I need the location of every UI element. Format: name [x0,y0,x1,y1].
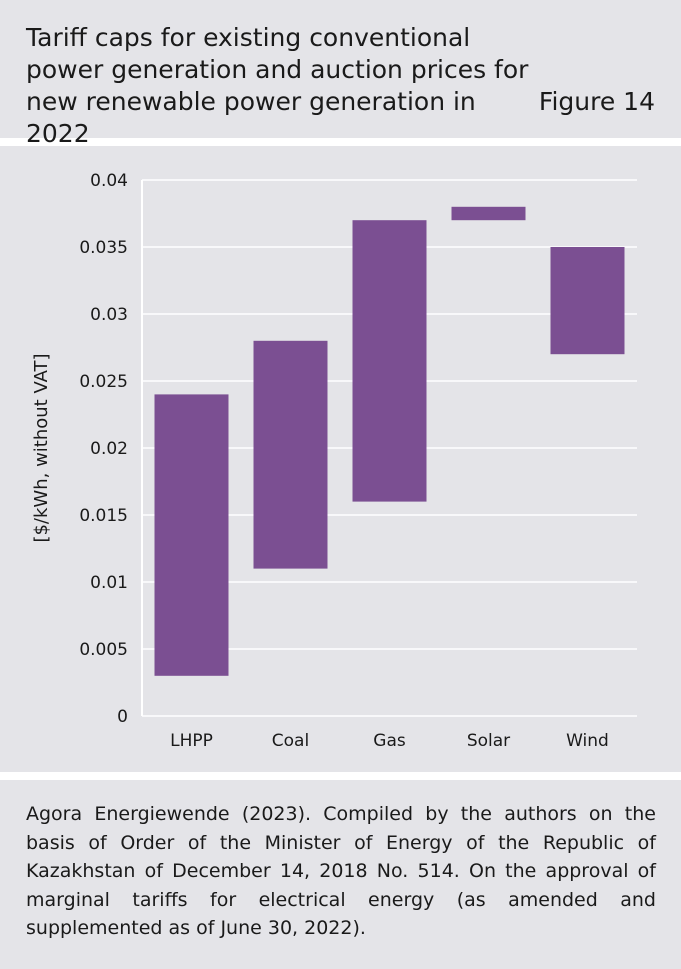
y-tick-label: 0.035 [79,238,128,258]
range-bar-solar [451,206,526,221]
x-tick-label: Coal [272,731,309,751]
chart-panel: 0 0.005 0.01 0.015 0.02 0.025 0.03 0.035 0.04 LHP… [0,146,681,772]
y-tick-label: 0.03 [90,305,128,325]
y-tick-label: 0 [117,707,128,727]
y-tick-label: 0.005 [79,640,128,660]
x-tick-label: Wind [566,731,609,751]
source-note: Agora Energiewende (2023). Compiled by t… [26,803,656,939]
range-bar-wind [550,247,625,355]
range-bar-chart: 0 0.005 0.01 0.015 0.02 0.025 0.03 0.035 0.04 LHP… [31,171,637,751]
figure-footer: Agora Energiewende (2023). Compiled by t… [0,780,681,969]
x-tick-label: Solar [467,731,510,751]
y-axis-label: [$/kWh, without VAT] [31,353,52,542]
range-bar-gas [352,220,427,502]
y-tick-label: 0.025 [79,372,128,392]
chart-title: Tariff caps for existing conventional po… [26,23,529,148]
y-tick-label: 0.01 [90,573,128,593]
x-tick-label: LHPP [170,731,213,751]
figure-header: Tariff caps for existing conventional po… [0,0,681,148]
figure-number: Figure 14 [538,87,655,116]
y-tick-label: 0.02 [90,439,128,459]
range-bar-lhpp [154,394,229,676]
y-tick-label: 0.04 [90,171,128,191]
y-tick-label: 0.015 [79,506,128,526]
x-tick-label: Gas [373,731,406,751]
range-bar-coal [253,340,328,569]
